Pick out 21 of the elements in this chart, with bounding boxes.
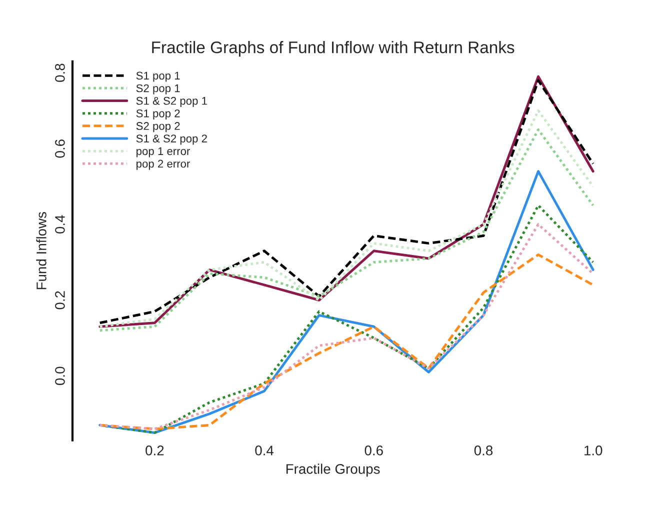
y-tick-label: 0.6 [55, 140, 65, 158]
legend-label: pop 2 error [136, 160, 190, 170]
legend-label: S2 pop 2 [136, 122, 180, 132]
y-tick-label: 0.2 [55, 291, 65, 310]
y-tick-label: 0.4 [55, 215, 65, 234]
x-tick-label: 1.0 [584, 446, 602, 456]
legend-label: S1 pop 2 [136, 109, 180, 120]
x-axis-title: Fractile Groups [286, 464, 380, 477]
x-tick-label: 0.4 [255, 446, 274, 456]
x-tick-label: 0.8 [474, 446, 493, 456]
legend-label: S2 pop 1 [136, 84, 180, 94]
x-tick-label: 0.2 [146, 446, 164, 456]
y-axis-title: Fund Inflows [36, 212, 46, 290]
legend-label: S1 pop 1 [136, 72, 180, 82]
y-tick-label: 0.0 [55, 366, 65, 386]
x-tick-label: 0.6 [364, 446, 383, 456]
chart-title: Fractile Graphs of Fund Inflow with Return Ranks [152, 41, 514, 57]
legend-label: pop 1 error [136, 147, 190, 158]
legend-label: S1 & S2 pop 2 [136, 134, 207, 145]
y-tick-label: 0.8 [55, 64, 65, 82]
legend-label: S1 & S2 pop 1 [136, 96, 207, 107]
